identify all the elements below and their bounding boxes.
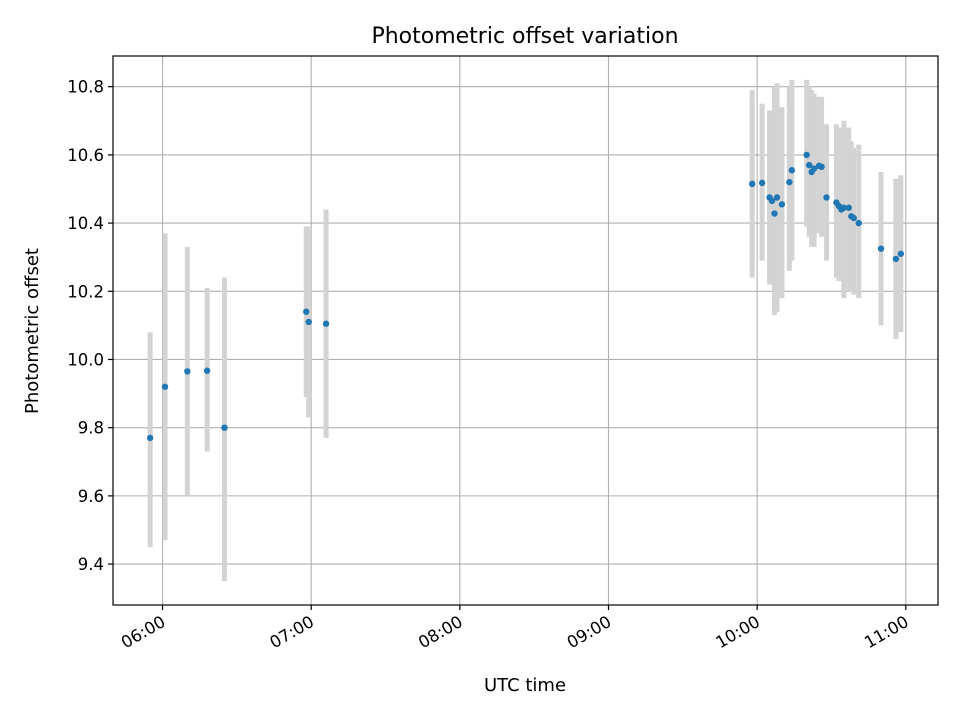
chart-title: Photometric offset variation [371,24,678,49]
data-point [778,201,786,208]
data-point [221,424,228,431]
y-tick-label: 10.2 [67,282,104,301]
y-tick-label: 9.8 [78,419,104,438]
data-points [146,151,905,442]
data-point [322,320,330,327]
y-tick-label: 10.4 [67,214,104,233]
y-tick-label: 10.6 [67,146,104,165]
data-point [758,179,766,187]
data-point [803,151,810,159]
grid [113,56,938,605]
x-axis-label: UTC time [484,675,566,696]
data-point [788,167,796,174]
data-point [897,250,905,257]
y-axis-label: Photometric offset [22,248,43,414]
data-point [823,194,830,201]
data-point [161,383,169,390]
data-point [773,194,781,201]
data-point [748,180,756,188]
data-point [303,308,310,315]
data-point [184,368,191,375]
data-point [818,163,825,171]
data-point [845,204,853,211]
data-point [855,219,862,227]
data-point [892,255,900,263]
data-point [768,197,776,205]
plot-frame [112,55,939,606]
data-point [850,214,857,222]
data-point [810,165,818,172]
data-point [786,178,793,186]
data-point [877,245,885,252]
data-point [805,161,813,169]
y-axis-ticks: 9.4 9.6 9.8 10.0 10.2 10.4 10.6 10.8 [67,78,113,574]
y-tick-label: 10.8 [67,78,104,97]
data-point [771,210,778,217]
y-tick-label: 10.0 [67,350,104,369]
data-point [305,318,312,326]
data-point [146,434,154,442]
data-point [203,367,211,374]
y-tick-label: 9.4 [78,555,104,574]
data-point [840,204,848,211]
y-tick-label: 9.6 [78,487,104,506]
